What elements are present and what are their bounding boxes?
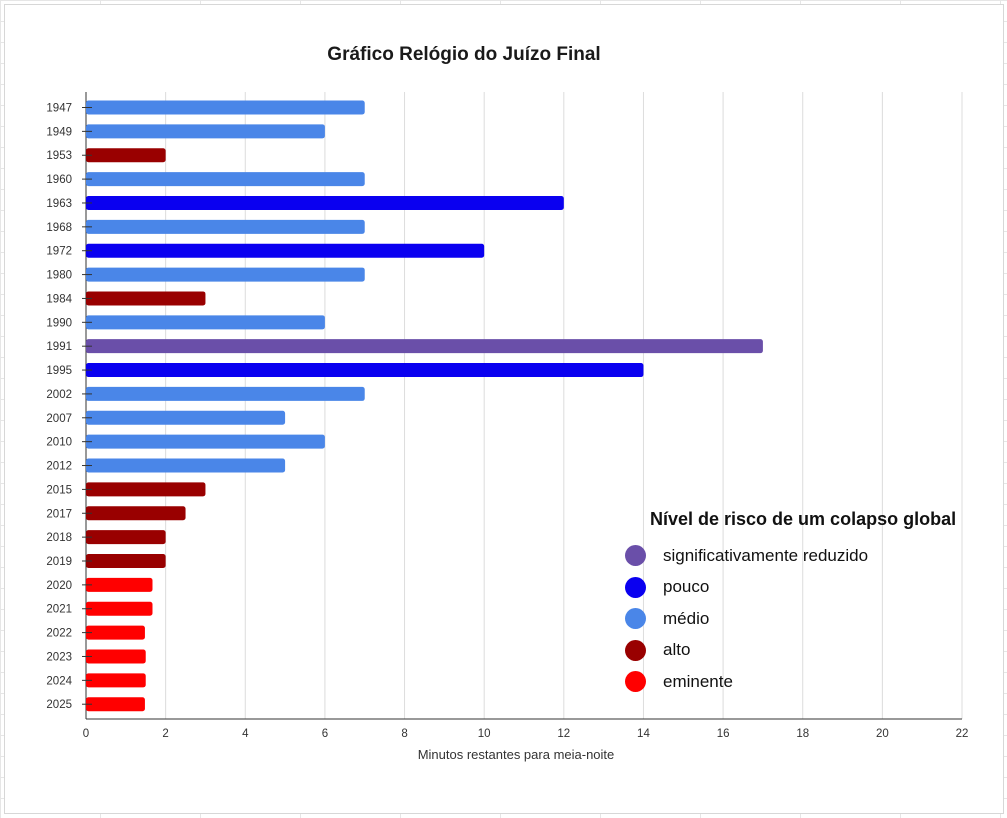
x-tick-label: 16 (717, 728, 730, 740)
y-tick-label-1968: 1968 (46, 222, 72, 234)
legend-label: médio (663, 608, 710, 628)
y-tick-label-1953: 1953 (46, 150, 72, 162)
y-tick-label-1980: 1980 (46, 270, 72, 282)
y-tick-label-2015: 2015 (46, 484, 72, 496)
legend-swatch (625, 608, 646, 630)
y-tick-label-2002: 2002 (46, 389, 72, 401)
legend-title: Nível de risco de um colapso global (650, 509, 957, 529)
bar-2023 (86, 649, 146, 664)
y-tick-label-2025: 2025 (46, 699, 72, 711)
x-tick-label: 12 (557, 728, 570, 740)
x-tick-label: 0 (83, 728, 89, 740)
legend-item: médio (617, 603, 997, 635)
bar-2002 (86, 386, 365, 401)
x-tick-label: 2 (162, 728, 168, 740)
x-tick-label: 8 (401, 728, 407, 740)
bar-2017 (86, 506, 186, 521)
y-tick-label-1972: 1972 (46, 246, 72, 258)
bar-2018 (86, 530, 166, 545)
y-tick-label-1995: 1995 (46, 365, 72, 377)
bar-1991 (86, 339, 763, 354)
bar-1968 (86, 219, 365, 234)
legend-items: significativamente reduzido pouco médio alt… (617, 540, 997, 698)
y-tick-label-1991: 1991 (46, 341, 72, 353)
y-tick-label-1947: 1947 (46, 103, 72, 115)
bar-2022 (86, 625, 145, 640)
y-tick-label-2010: 2010 (46, 437, 72, 449)
chart-svg: Gráfico Relógio do Juízo Final 0 2 4 6 8 10 12 1… (46, 44, 969, 762)
y-tick-label-1990: 1990 (46, 317, 72, 329)
legend-label: pouco (663, 577, 710, 597)
legend-item: pouco (617, 572, 997, 604)
legend-swatch (625, 576, 646, 598)
y-tick-label-2019: 2019 (46, 556, 72, 568)
chart-title: Gráfico Relógio do Juízo Final (327, 44, 600, 65)
y-tick-label-2017: 2017 (46, 508, 72, 520)
bar-1949 (86, 124, 325, 139)
chart-card[interactable]: Gráfico Relógio do Juízo Final 0 2 4 6 8 10 12 1… (4, 4, 1004, 814)
y-tick-label-2018: 2018 (46, 532, 72, 544)
legend-label: eminente (663, 671, 733, 691)
bar-1990 (86, 315, 325, 330)
bar-1960 (86, 172, 365, 187)
y-tick-label-2007: 2007 (46, 413, 72, 425)
bar-1980 (86, 267, 365, 282)
bar-2010 (86, 434, 325, 449)
y-tick-label-1949: 1949 (46, 126, 72, 138)
y-tick-label-2022: 2022 (46, 628, 72, 640)
bar-1963 (86, 195, 564, 210)
legend-swatch (625, 545, 646, 567)
bar-1953 (86, 148, 166, 163)
y-tick-label-2024: 2024 (46, 675, 72, 687)
legend-item: eminente (617, 666, 997, 698)
bar-1995 (86, 363, 644, 378)
x-tick-label: 6 (322, 728, 328, 740)
bar-1947 (86, 100, 365, 115)
y-tick-label-2020: 2020 (46, 580, 72, 592)
x-tick-label: 18 (796, 728, 809, 740)
legend-swatch (625, 671, 646, 693)
x-tick-label: 14 (637, 728, 650, 740)
y-tick-label-1984: 1984 (46, 293, 72, 305)
x-tick-label: 22 (956, 728, 969, 740)
bar-2025 (86, 697, 145, 712)
bar-1984 (86, 291, 206, 306)
x-tick-label: 10 (478, 728, 491, 740)
bar-2019 (86, 554, 166, 569)
bar-2007 (86, 410, 286, 425)
bar-2021 (86, 601, 153, 616)
legend-item: significativamente reduzido (617, 540, 997, 572)
bar-2015 (86, 482, 206, 497)
legend: Nível de risco de um colapso global sign… (617, 509, 997, 698)
bar-2020 (86, 577, 153, 592)
bar-2012 (86, 458, 286, 473)
y-tick-label-2012: 2012 (46, 461, 72, 473)
y-tick-label-1963: 1963 (46, 198, 72, 210)
x-tick-label: 4 (242, 728, 249, 740)
y-tick-label-2023: 2023 (46, 651, 72, 663)
bar-2024 (86, 673, 146, 688)
legend-label: significativamente reduzido (663, 545, 869, 565)
bar-1972 (86, 243, 485, 258)
x-axis-title: Minutos restantes para meia-noite (418, 747, 615, 762)
legend-swatch (625, 639, 646, 661)
y-tick-label-1960: 1960 (46, 174, 72, 186)
legend-label: alto (663, 640, 691, 660)
x-tick-label: 20 (876, 728, 889, 740)
y-tick-label-2021: 2021 (46, 604, 72, 616)
legend-item: alto (617, 635, 997, 667)
